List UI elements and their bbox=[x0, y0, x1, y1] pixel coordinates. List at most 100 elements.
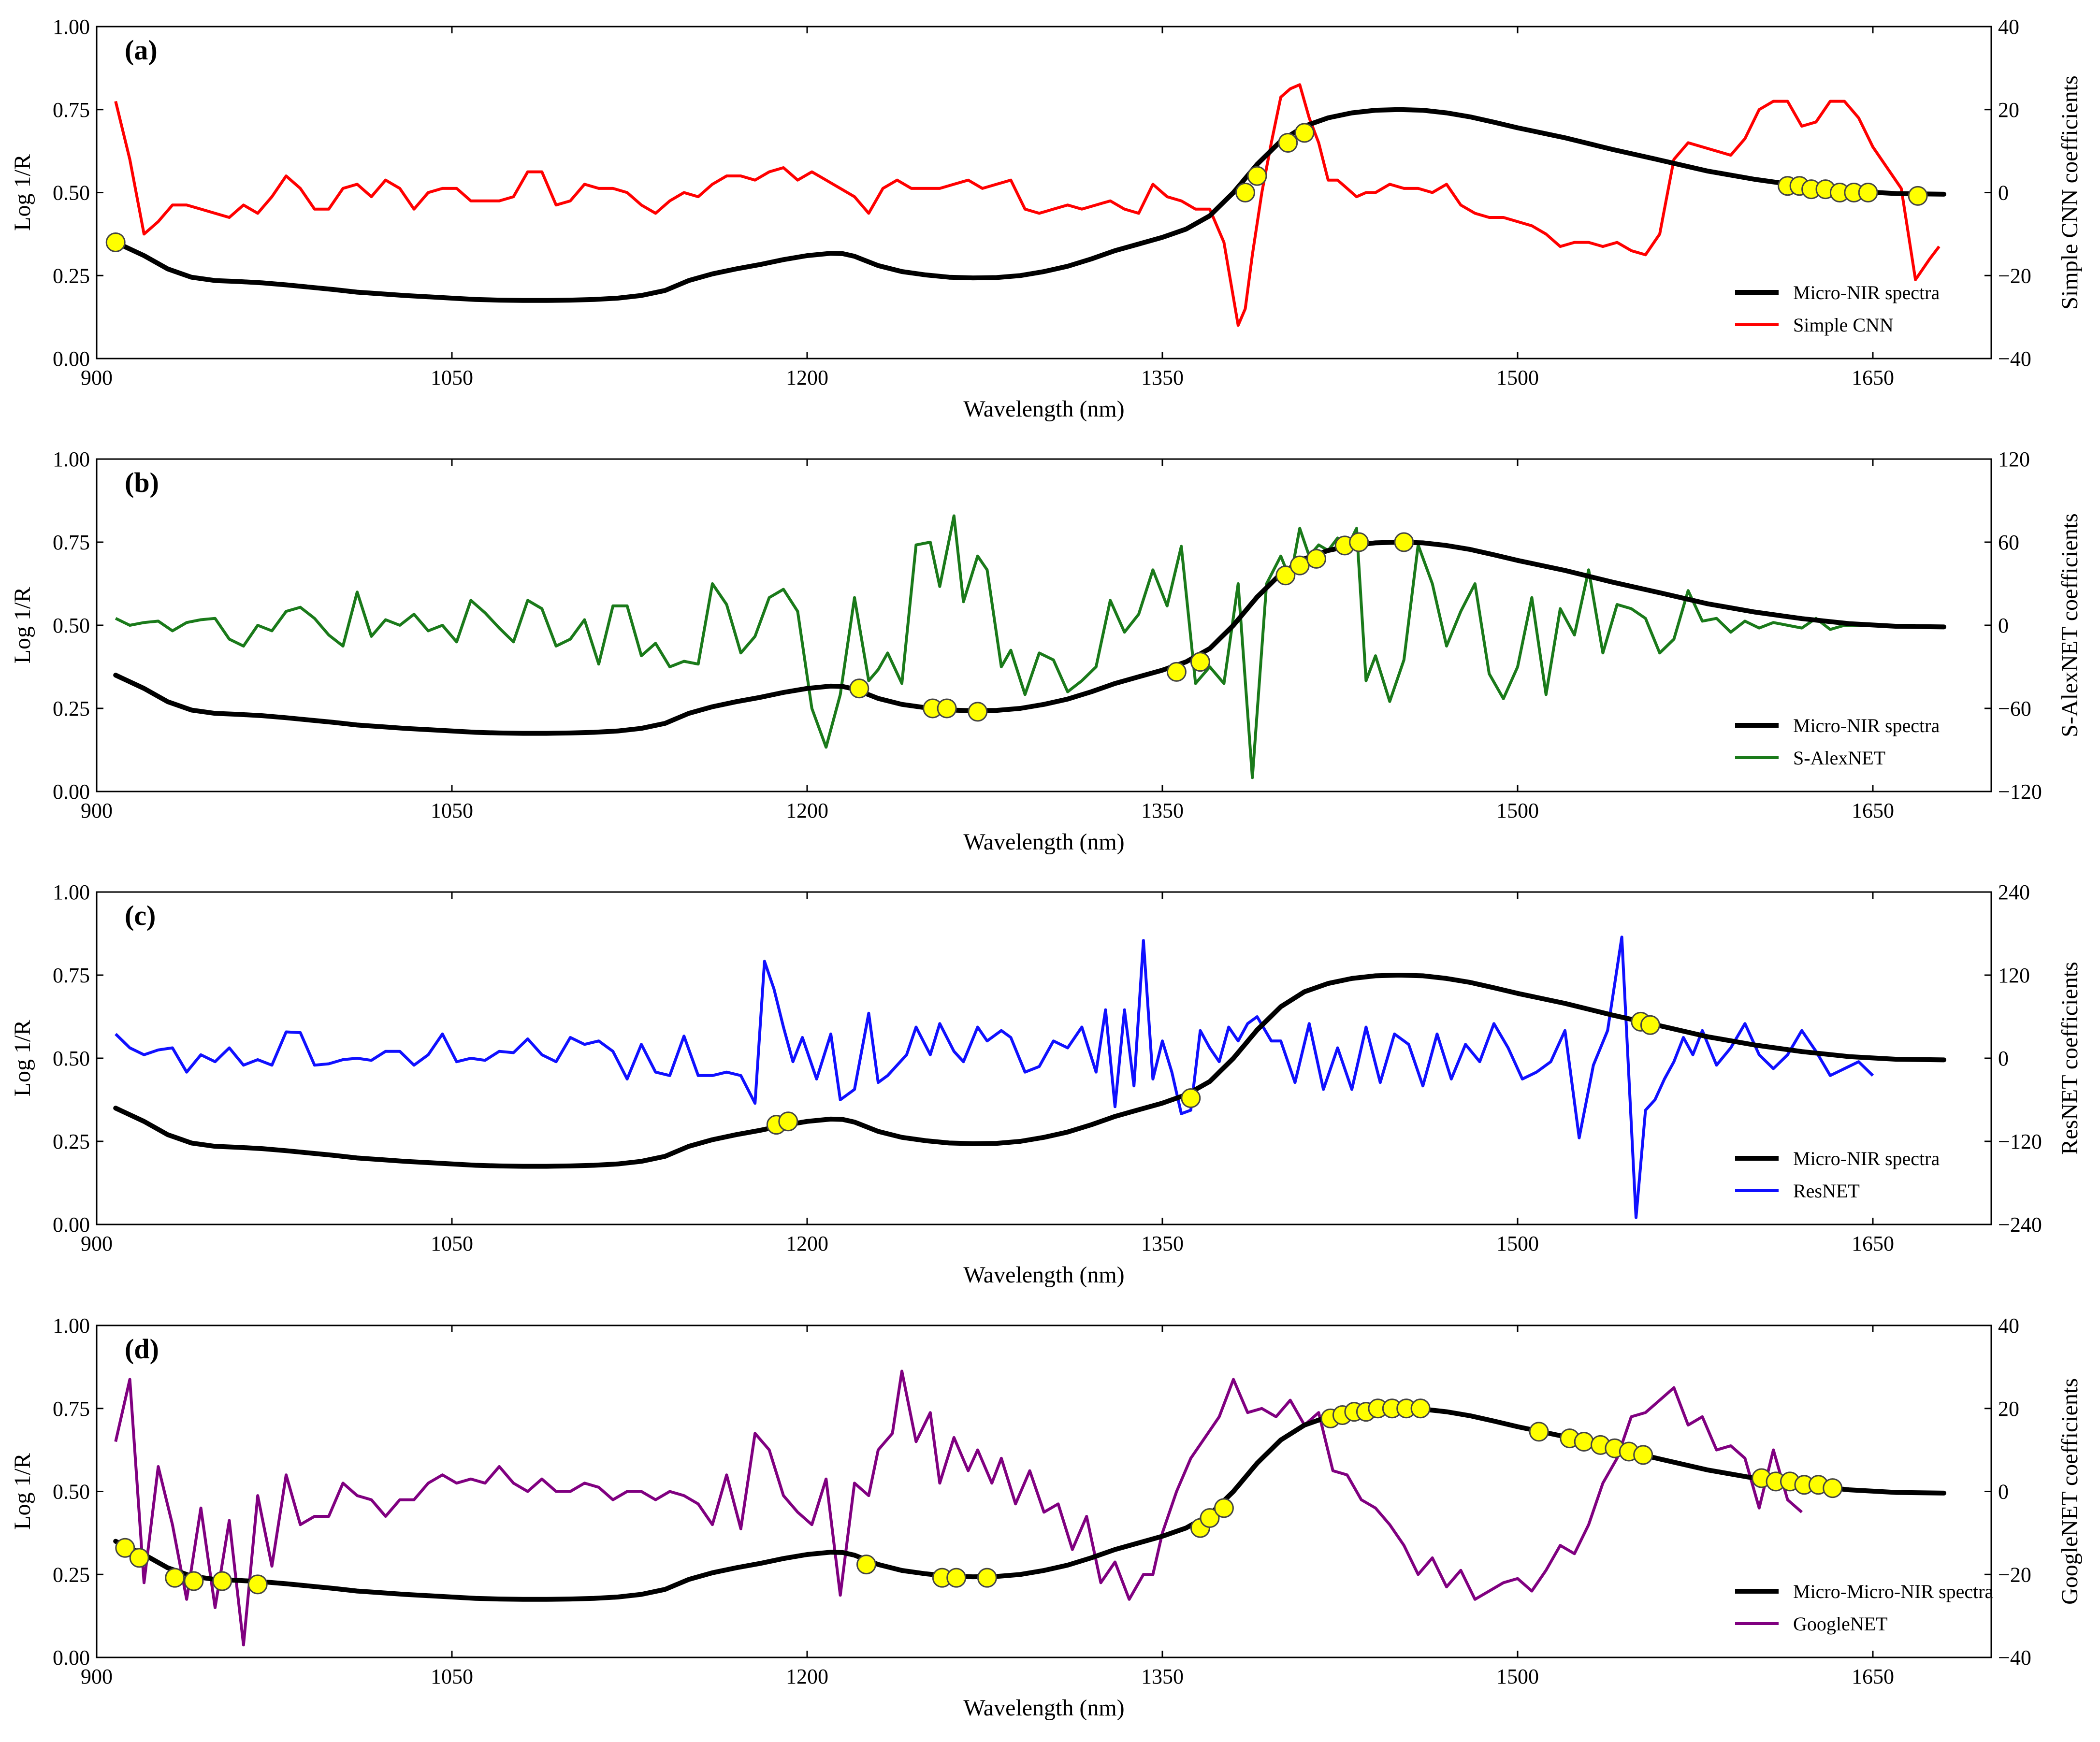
y-tick-label: 0.75 bbox=[53, 964, 90, 987]
selected-wavelength-marker bbox=[1166, 662, 1187, 682]
y-tick-label: 0.00 bbox=[53, 1646, 90, 1670]
selected-wavelength-marker bbox=[105, 232, 126, 253]
selected-wavelength-marker bbox=[212, 1571, 232, 1591]
y-tick-label: 0.25 bbox=[53, 697, 90, 720]
y-tick-label: 0.00 bbox=[53, 780, 90, 804]
coefficient-line bbox=[115, 514, 1916, 779]
y-tick-label: 1.00 bbox=[53, 447, 90, 471]
y2-tick-label: 0 bbox=[1998, 1480, 2009, 1504]
y2-tick-label: 120 bbox=[1998, 964, 2030, 987]
selected-wavelength-marker bbox=[1640, 1015, 1660, 1035]
y-tick-label: 0.75 bbox=[53, 531, 90, 554]
selected-wavelength-marker bbox=[856, 1555, 876, 1575]
selected-wavelength-marker bbox=[1247, 166, 1267, 186]
x-tick-label: 1500 bbox=[1496, 366, 1539, 389]
x-axis-label: Wavelength (nm) bbox=[963, 1695, 1124, 1721]
x-tick-label: 1050 bbox=[431, 1665, 473, 1688]
y2-tick-label: 20 bbox=[1998, 1397, 2019, 1421]
x-tick-label: 1500 bbox=[1496, 1665, 1539, 1688]
coefficient-line bbox=[115, 936, 1874, 1219]
y2-tick-label: 120 bbox=[1998, 447, 2030, 471]
selected-wavelength-marker bbox=[1294, 123, 1315, 143]
selected-wavelength-marker bbox=[1235, 183, 1255, 202]
legend-label: Micro-NIR spectra bbox=[1793, 282, 1940, 303]
y2-tick-label: −40 bbox=[1998, 347, 2031, 371]
y-tick-label: 0.75 bbox=[53, 1397, 90, 1421]
selected-wavelength-marker bbox=[115, 1538, 135, 1558]
x-tick-label: 900 bbox=[81, 1665, 113, 1688]
x-tick-label: 1500 bbox=[1496, 1232, 1539, 1255]
x-tick-label: 1350 bbox=[1141, 799, 1184, 822]
panel-c: 900 1050 1200 1350 1500 16500.000.250.500.751… bbox=[10, 880, 2083, 1288]
panel-d: 900 1050 1200 1350 1500 1650 0.00 0.25 0.50 0.75 1… bbox=[10, 1314, 2083, 1721]
selected-wavelength-marker bbox=[1529, 1422, 1549, 1442]
selected-wavelength-marker bbox=[1633, 1445, 1653, 1465]
y2-tick-label: 60 bbox=[1998, 531, 2019, 554]
y2-tick-label: 40 bbox=[1998, 1314, 2019, 1338]
legend-label: GoogleNET bbox=[1793, 1613, 1888, 1635]
selected-wavelength-marker bbox=[946, 1568, 967, 1588]
selected-wavelength-marker bbox=[849, 678, 869, 699]
legend-label: S-AlexNET bbox=[1793, 747, 1885, 769]
selected-wavelength-marker bbox=[1858, 183, 1878, 202]
y2-tick-label: 0 bbox=[1998, 181, 2009, 205]
y-axis-label: Log 1/R bbox=[10, 587, 35, 664]
panel-a: 900 1050 1200 1350 1500 1650 0.00 0.25 0.50 0.75 1… bbox=[10, 15, 2083, 422]
x-tick-label: 1350 bbox=[1141, 1665, 1184, 1688]
selected-wavelength-marker bbox=[1190, 652, 1210, 672]
x-tick-label: 900 bbox=[81, 799, 113, 822]
spectrum-line bbox=[113, 973, 1946, 1169]
y2-tick-label: −240 bbox=[1998, 1213, 2042, 1237]
coefficient-line bbox=[114, 1369, 1803, 1647]
y-tick-label: 0.50 bbox=[53, 614, 90, 637]
x-tick-label: 900 bbox=[81, 1232, 113, 1255]
y-tick-label: 0.50 bbox=[53, 1047, 90, 1070]
y-tick-label: 1.00 bbox=[53, 15, 90, 39]
panel-label: (c) bbox=[125, 900, 156, 931]
x-tick-label: 1350 bbox=[1141, 366, 1184, 389]
y-axis-label: Log 1/R bbox=[10, 1020, 35, 1097]
selected-wavelength-marker bbox=[1574, 1431, 1594, 1452]
y2-tick-label: 40 bbox=[1998, 15, 2019, 39]
y-tick-label: 1.00 bbox=[53, 1314, 90, 1338]
selected-wavelength-marker bbox=[1410, 1398, 1431, 1419]
y-tick-label: 0.25 bbox=[53, 264, 90, 288]
legend-label: Micro-NIR spectra bbox=[1793, 1148, 1940, 1169]
selected-wavelength-marker bbox=[184, 1571, 204, 1591]
y-tick-label: 0.00 bbox=[53, 1213, 90, 1237]
x-axis-label: Wavelength (nm) bbox=[963, 829, 1124, 855]
x-tick-label: 900 bbox=[81, 366, 113, 389]
y2-tick-label: −120 bbox=[1998, 780, 2042, 804]
x-tick-label: 1200 bbox=[786, 799, 828, 822]
x-tick-label: 1200 bbox=[786, 1232, 828, 1255]
x-tick-label: 1050 bbox=[431, 799, 473, 822]
x-axis-label: Wavelength (nm) bbox=[963, 1262, 1124, 1288]
legend-label: ResNET bbox=[1793, 1180, 1860, 1202]
y2-tick-label: −20 bbox=[1998, 264, 2031, 288]
plot-frame bbox=[96, 1324, 1992, 1658]
x-tick-label: 1650 bbox=[1852, 799, 1894, 822]
x-tick-label: 1650 bbox=[1852, 366, 1894, 389]
y-tick-label: 0.50 bbox=[53, 1480, 90, 1504]
spectrum-line bbox=[113, 107, 1946, 303]
legend-label: Micro-NIR spectra bbox=[1793, 715, 1940, 736]
selected-wavelength-marker bbox=[1306, 548, 1326, 569]
x-tick-label: 1200 bbox=[786, 366, 828, 389]
y-tick-label: 1.00 bbox=[53, 880, 90, 904]
y2-tick-label: 20 bbox=[1998, 98, 2019, 122]
y2-tick-label: −20 bbox=[1998, 1563, 2031, 1586]
selected-wavelength-marker bbox=[1349, 532, 1369, 552]
y-tick-label: 0.00 bbox=[53, 347, 90, 371]
selected-wavelength-marker bbox=[1278, 132, 1298, 153]
x-tick-label: 1200 bbox=[786, 1665, 828, 1688]
y2-tick-label: −120 bbox=[1998, 1130, 2042, 1153]
y2-axis-label: GoogleNET coefficients bbox=[2057, 1378, 2083, 1605]
selected-wavelength-marker bbox=[778, 1111, 798, 1132]
spectrum-line bbox=[113, 1406, 1946, 1602]
y2-tick-label: −60 bbox=[1998, 697, 2031, 720]
x-tick-label: 1500 bbox=[1496, 799, 1539, 822]
legend-label: Micro-Micro-NIR spectra bbox=[1793, 1581, 1994, 1602]
y-tick-label: 0.50 bbox=[53, 181, 90, 205]
y2-tick-label: −40 bbox=[1998, 1646, 2031, 1670]
